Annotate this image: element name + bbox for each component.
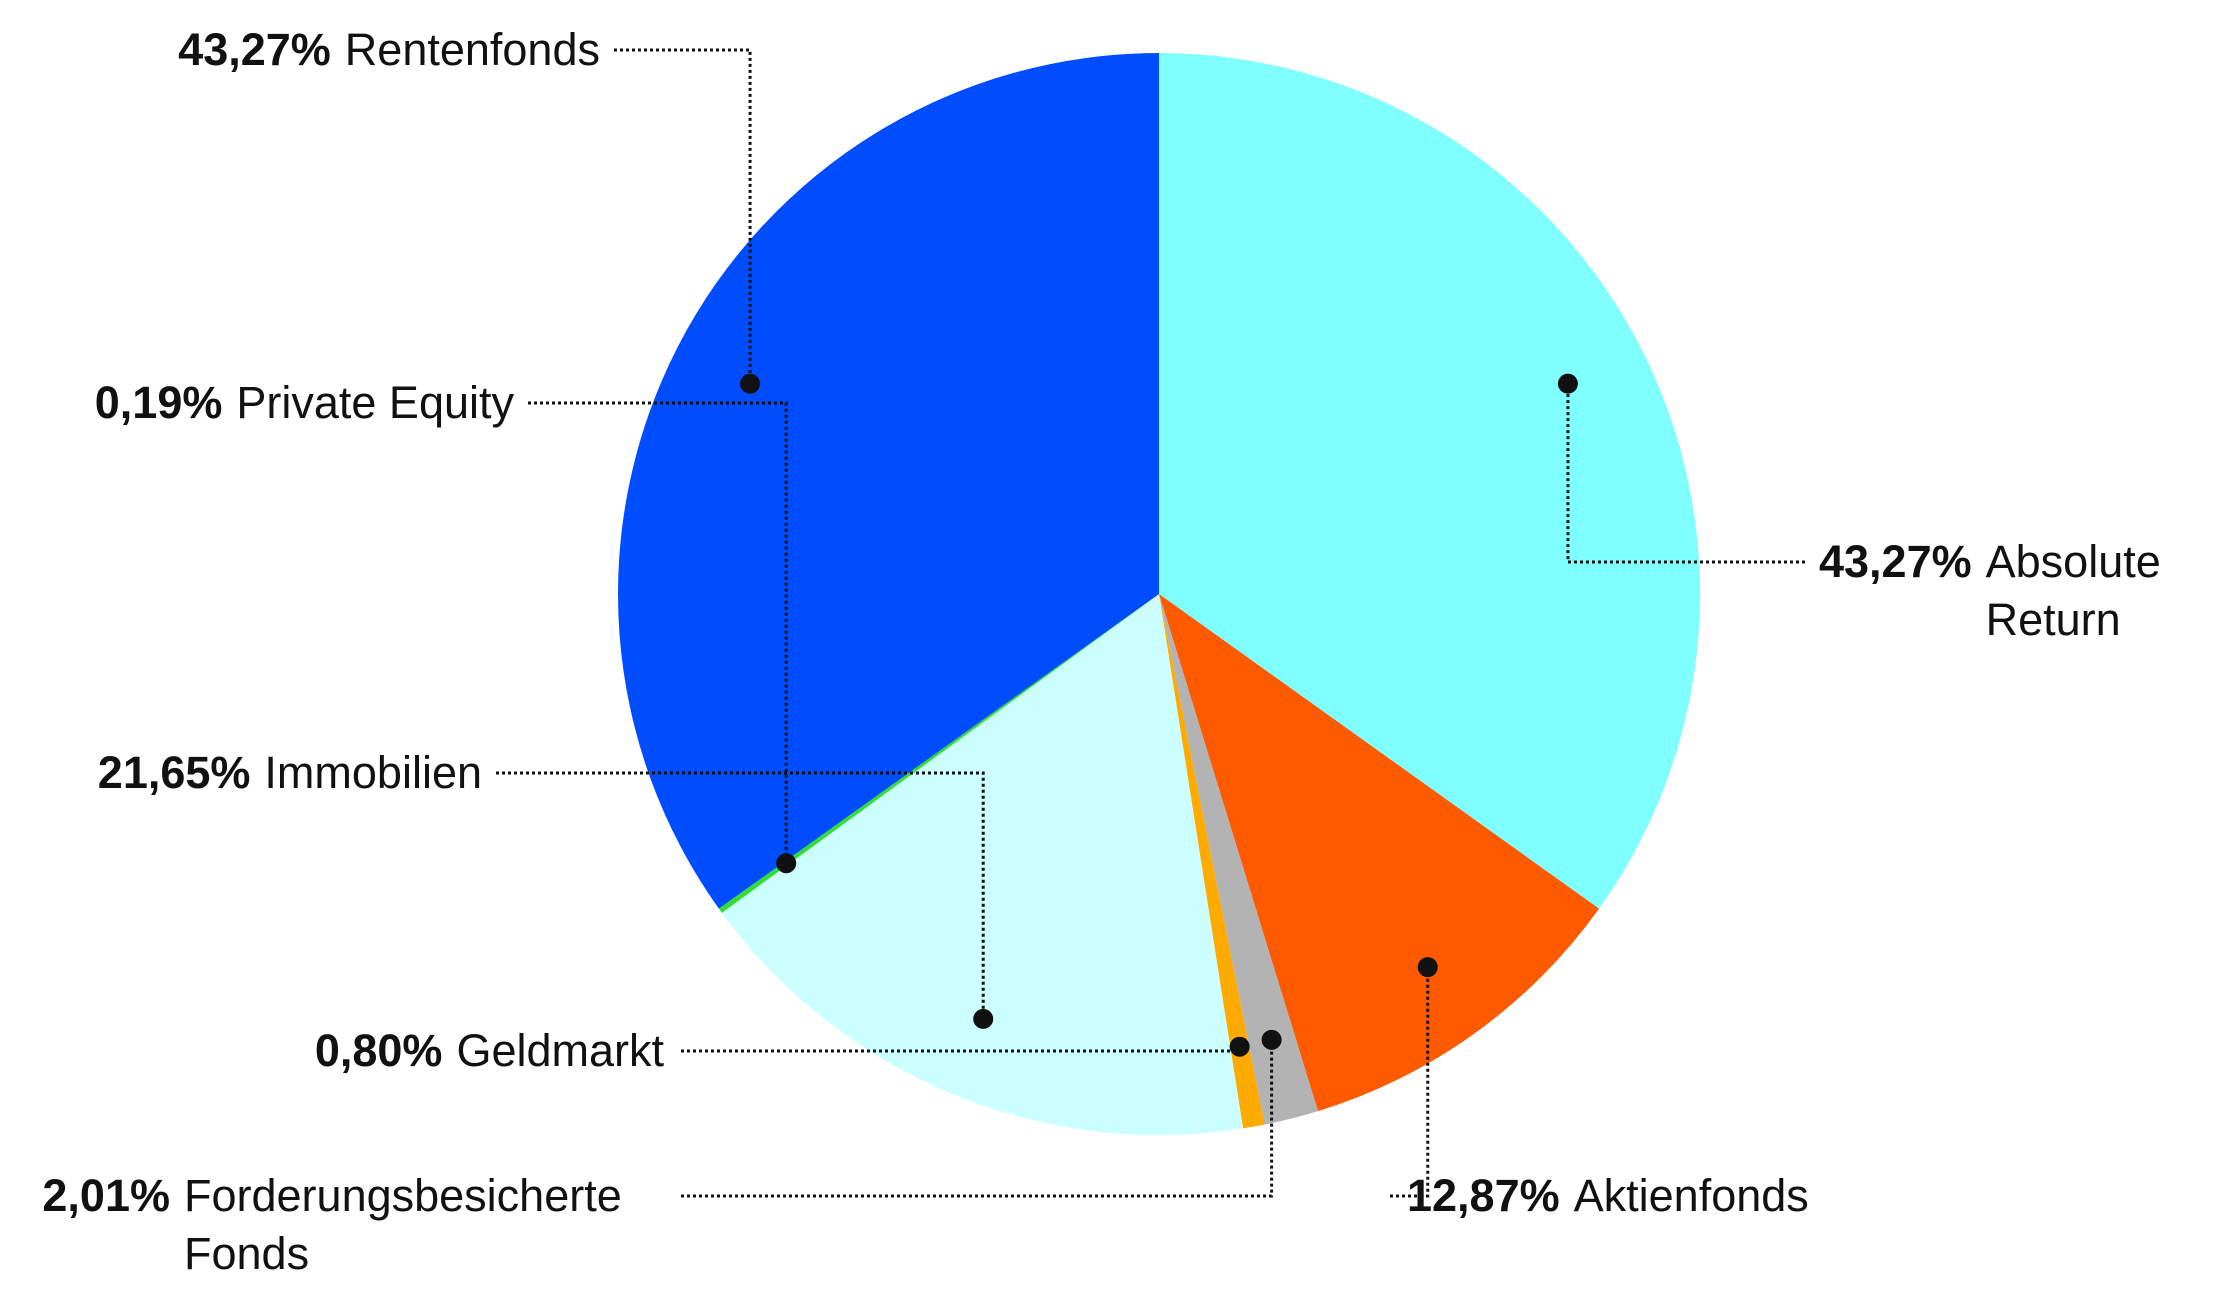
pie-slice (1159, 594, 1600, 1112)
leader-dot (1417, 957, 1438, 978)
value-label: 2,01% (42, 1170, 170, 1221)
slice-label: 0,80% Geldmarkt (315, 1022, 664, 1080)
value-label: 43,27% (1819, 536, 1972, 587)
category-label: Forderungsbesicherte Fonds (184, 1170, 622, 1279)
pie-slice (1159, 594, 1265, 1129)
pie-slice (1159, 594, 1319, 1125)
pie-slice (1159, 53, 1700, 909)
slice-label: 2,01% Forderungsbesicherte Fonds (42, 1167, 664, 1283)
pie-slice (617, 53, 1159, 909)
value-label: 0,80% (314, 1025, 443, 1076)
category-label: Aktienfonds (1573, 1170, 1809, 1221)
leader-line (681, 1039, 1274, 1198)
slice-label: 43,27% Absolute Return (1819, 533, 2186, 649)
value-label: 43,27% (178, 24, 331, 75)
slice-label: 12,87% Aktienfonds (1407, 1167, 1809, 1225)
slice-label: 43,27% Rentenfonds (178, 21, 600, 79)
leader-dot (776, 853, 797, 874)
category-label: Private Equity (236, 377, 514, 428)
leader-line (528, 401, 788, 864)
pie-slice (718, 594, 1159, 913)
leader-dot (1229, 1036, 1250, 1057)
category-label: Rentenfonds (344, 24, 600, 75)
value-label: 21,65% (97, 747, 251, 798)
leader-dot (1261, 1029, 1282, 1050)
value-label: 0,19% (94, 377, 223, 428)
leader-line (1390, 967, 1430, 1198)
slice-label: 0,19% Private Equity (95, 374, 514, 432)
leader-dot (973, 1008, 994, 1029)
category-label: Absolute Return (1985, 536, 2161, 645)
category-label: Immobilien (264, 747, 482, 798)
slice-label: 21,65% Immobilien (98, 744, 482, 802)
category-label: Geldmarkt (456, 1025, 664, 1076)
leader-dot (1557, 373, 1578, 394)
leader-dot (740, 373, 761, 394)
leader-line (1566, 383, 1805, 564)
leader-line (496, 771, 985, 1019)
value-label: 12,87% (1407, 1170, 1560, 1221)
